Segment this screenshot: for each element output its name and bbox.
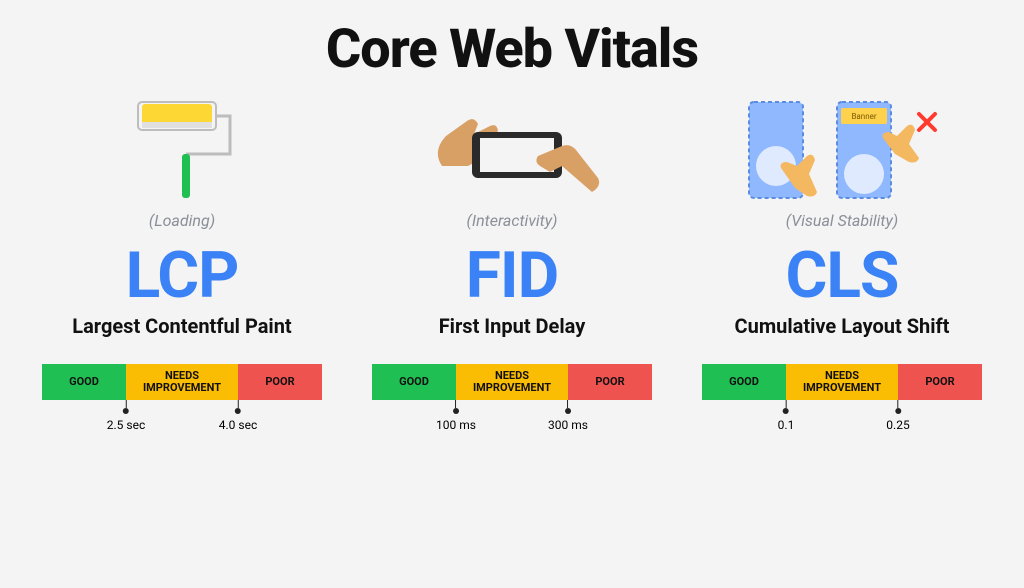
- threshold-label: 4.0 sec: [219, 418, 257, 432]
- metric-abbrev: FID: [466, 244, 558, 308]
- threshold-tick: 0.1: [778, 400, 795, 432]
- threshold-tick: 100 ms: [436, 400, 476, 432]
- metric-category: (Visual Stability): [786, 211, 898, 230]
- metric-category: (Interactivity): [467, 211, 558, 230]
- metrics-row: (Loading) LCP Largest Contentful Paint G…: [32, 91, 992, 430]
- metric-fullname: Cumulative Layout Shift: [735, 314, 950, 338]
- threshold-tick: 0.25: [886, 400, 909, 432]
- bar-segment-needs: NEEDS IMPROVEMENT: [456, 364, 568, 400]
- bar-segment-good: GOOD: [702, 364, 786, 400]
- bar-segment-needs: NEEDS IMPROVEMENT: [126, 364, 238, 400]
- metric-fullname: Largest Contentful Paint: [72, 314, 291, 338]
- bar-segment-poor: POOR: [568, 364, 652, 400]
- metric-card-lcp: (Loading) LCP Largest Contentful Paint G…: [32, 91, 332, 430]
- metric-card-fid: (Interactivity) FID First Input Delay GO…: [362, 91, 662, 430]
- threshold-bar: GOOD NEEDS IMPROVEMENT POOR 100 ms 300 m…: [372, 364, 652, 430]
- threshold-tick: 2.5 sec: [107, 400, 145, 432]
- bar-segment-poor: POOR: [238, 364, 322, 400]
- bar-segment-good: GOOD: [42, 364, 126, 400]
- metric-fullname: First Input Delay: [439, 314, 586, 338]
- hands-phone-icon: [402, 91, 622, 211]
- threshold-bar: GOOD NEEDS IMPROVEMENT POOR 2.5 sec 4.0 …: [42, 364, 322, 430]
- metric-card-cls: Banner (Visual Stability) CLS Cumulative…: [692, 91, 992, 430]
- metric-abbrev: CLS: [786, 244, 899, 308]
- page-title: Core Web Vitals: [326, 18, 698, 81]
- bar-segment-good: GOOD: [372, 364, 456, 400]
- layout-shift-icon: Banner: [732, 91, 952, 211]
- threshold-tick: 300 ms: [548, 400, 588, 432]
- paint-roller-icon: [72, 91, 292, 211]
- threshold-label: 2.5 sec: [107, 418, 145, 432]
- threshold-label: 300 ms: [548, 418, 588, 432]
- metric-category: (Loading): [149, 211, 215, 230]
- threshold-label: 0.1: [778, 418, 795, 432]
- bar-segment-needs: NEEDS IMPROVEMENT: [786, 364, 898, 400]
- metric-abbrev: LCP: [126, 244, 239, 308]
- threshold-tick: 4.0 sec: [219, 400, 257, 432]
- threshold-label: 0.25: [886, 418, 909, 432]
- bar-segment-poor: POOR: [898, 364, 982, 400]
- threshold-label: 100 ms: [436, 418, 476, 432]
- threshold-bar: GOOD NEEDS IMPROVEMENT POOR 0.1 0.25: [702, 364, 982, 430]
- svg-text:Banner: Banner: [851, 112, 876, 121]
